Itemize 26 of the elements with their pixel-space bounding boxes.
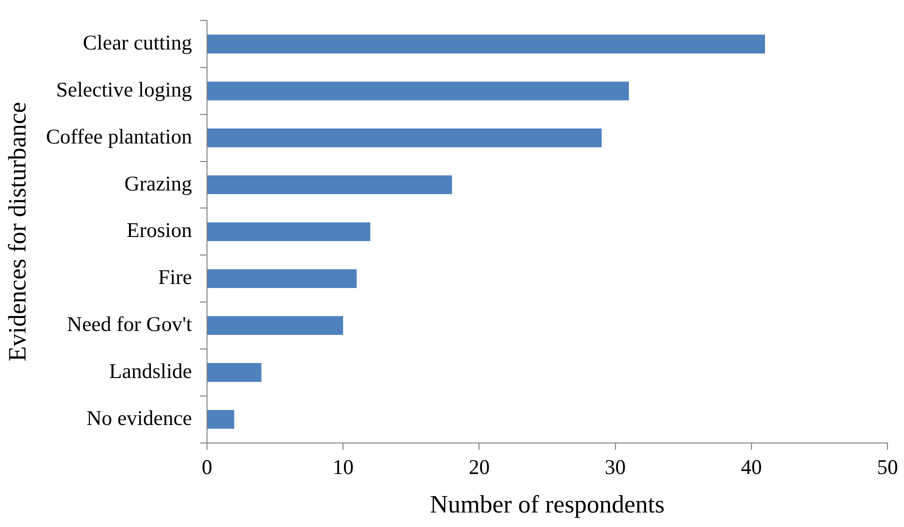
bar (207, 269, 357, 288)
y-tick-label: Clear cutting (82, 30, 192, 55)
x-tick-label: 30 (604, 454, 626, 479)
y-tick-label: Landslide (109, 358, 192, 383)
y-tick-label: Coffee plantation (46, 124, 192, 148)
y-tick-label: Fire (158, 265, 192, 290)
bar (207, 222, 370, 242)
y-tick-label: Selective loging (56, 77, 192, 102)
x-tick-label: 20 (468, 454, 490, 479)
x-tick-label: 0 (202, 454, 212, 479)
y-axis-title: Evidences for disturbance (4, 102, 32, 362)
bar (207, 128, 602, 148)
y-tick-label: Erosion (126, 218, 192, 242)
bar (207, 34, 766, 54)
x-tick-label: 50 (877, 454, 898, 479)
bar (207, 363, 262, 382)
bar (207, 410, 234, 429)
y-tick-label: Grazing (124, 171, 192, 196)
bar (207, 316, 344, 335)
x-tick-label: 10 (332, 454, 354, 479)
bar (207, 82, 629, 100)
x-axis-title: Number of respondents (430, 492, 665, 519)
x-tick-label: 40 (740, 454, 762, 479)
bar (207, 175, 452, 194)
y-tick-label: No evidence (86, 406, 192, 430)
y-tick-label: Need for Gov't (66, 312, 192, 336)
